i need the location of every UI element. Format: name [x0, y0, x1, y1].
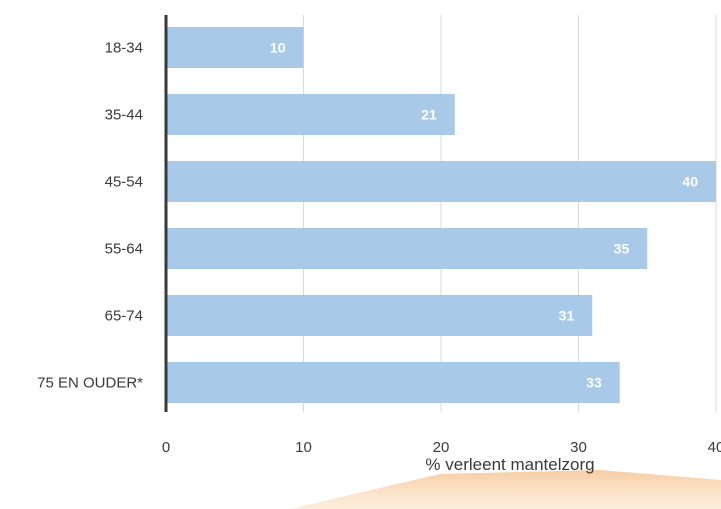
x-tick-label-20: 20 [433, 439, 450, 456]
x-tick-label-40: 40 [708, 439, 721, 456]
bar-4 [166, 228, 648, 269]
bar-value-label-4: 35 [614, 241, 630, 257]
bar-value-label-5: 31 [559, 308, 575, 324]
category-label-2: 35-44 [105, 107, 143, 124]
category-label-3: 45-54 [105, 174, 143, 191]
bar-value-label-1: 10 [270, 40, 286, 56]
x-axis-title: % verleent mantelzorg [425, 455, 594, 474]
bar-value-label-2: 21 [421, 107, 437, 123]
accent-shape [290, 470, 721, 509]
bar-5 [166, 295, 593, 336]
category-label-5: 65-74 [105, 308, 143, 325]
category-label-4: 55-64 [105, 241, 143, 258]
bar-3 [166, 161, 716, 202]
category-label-6: 75 EN OUDER* [37, 375, 143, 392]
bar-6 [166, 362, 620, 403]
x-tick-label-30: 30 [570, 439, 587, 456]
bar-1 [166, 27, 304, 68]
bar-value-label-3: 40 [682, 174, 698, 190]
bar-value-label-6: 33 [586, 375, 602, 391]
x-tick-label-0: 0 [162, 439, 170, 456]
bar-2 [166, 94, 455, 135]
x-tick-label-10: 10 [295, 439, 312, 456]
category-label-1: 18-34 [105, 40, 143, 57]
